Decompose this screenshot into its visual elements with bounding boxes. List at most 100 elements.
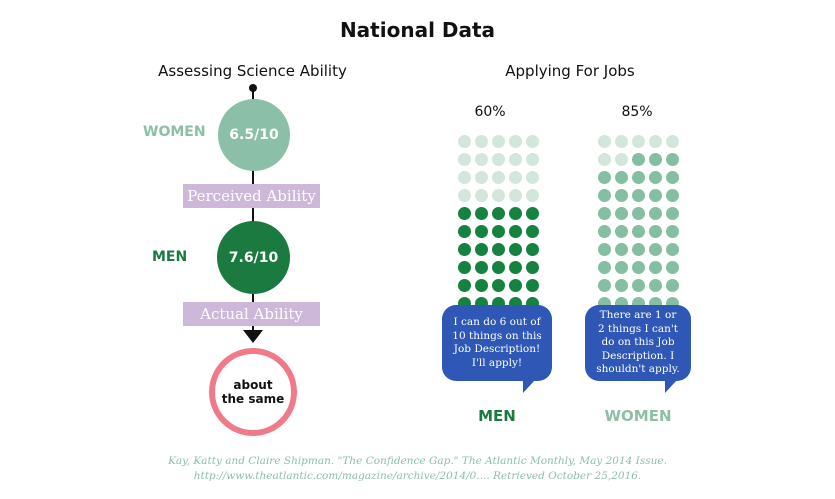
men-dot (526, 171, 539, 184)
men-label: MEN (152, 249, 188, 265)
men-dot (492, 135, 505, 148)
women-dot (666, 243, 679, 256)
men-dot (509, 135, 522, 148)
women-speech-bubble: There are 1 or 2 things I can't do on th… (585, 305, 691, 381)
men-dot (458, 135, 471, 148)
women-dot (598, 153, 611, 166)
men-dot (475, 261, 488, 274)
men-dot (526, 207, 539, 220)
men-dot (458, 171, 471, 184)
women-dot (666, 153, 679, 166)
women-label: WOMEN (143, 124, 206, 140)
men-dot (492, 261, 505, 274)
women-dot (666, 135, 679, 148)
women-dot (632, 225, 645, 238)
men-dot (492, 207, 505, 220)
men-dot-grid (458, 135, 539, 310)
women-dot (615, 279, 628, 292)
women-dot (598, 135, 611, 148)
women-dot (666, 225, 679, 238)
arrow-down-icon (243, 330, 263, 343)
women-dot (632, 261, 645, 274)
men-dot (492, 243, 505, 256)
women-dot (632, 153, 645, 166)
science-heading: Assessing Science Ability (158, 62, 347, 80)
men-dot (492, 225, 505, 238)
men-dot (509, 279, 522, 292)
women-dot (666, 207, 679, 220)
men-dot (526, 243, 539, 256)
women-percent: 85% (621, 104, 653, 120)
jobs-heading: Applying For Jobs (505, 62, 635, 80)
men-dot (526, 225, 539, 238)
women-dot (649, 135, 662, 148)
women-dot (649, 171, 662, 184)
citation-line-2: http://www.theatlantic.com/magazine/arch… (193, 470, 642, 482)
women-bubble-tail (665, 380, 677, 393)
women-dot (666, 171, 679, 184)
women-dot (649, 153, 662, 166)
women-dot (632, 243, 645, 256)
men-dot (458, 243, 471, 256)
men-dot (458, 279, 471, 292)
citation-line-1: Kay, Katty and Claire Shipman. "The Conf… (168, 455, 667, 467)
men-percent: 60% (474, 104, 506, 120)
men-dot (526, 189, 539, 202)
women-dot (615, 225, 628, 238)
women-dot (649, 243, 662, 256)
women-group-label: WOMEN (604, 407, 672, 425)
women-dot-grid (598, 135, 679, 310)
men-dot (458, 153, 471, 166)
women-dot (632, 279, 645, 292)
men-dot (475, 243, 488, 256)
men-bubble-tail (523, 380, 535, 393)
women-dot (666, 261, 679, 274)
men-dot (475, 189, 488, 202)
men-dot (475, 279, 488, 292)
men-dot (492, 153, 505, 166)
women-dot (649, 225, 662, 238)
result-line-1: about (233, 378, 273, 392)
men-group-label: MEN (478, 407, 516, 425)
women-dot (666, 189, 679, 202)
women-dot (632, 207, 645, 220)
men-dot (509, 153, 522, 166)
women-dot (649, 189, 662, 202)
men-dot (475, 207, 488, 220)
women-dot (598, 279, 611, 292)
women-dot (598, 225, 611, 238)
men-dot (492, 171, 505, 184)
perceived-ability-bar: Perceived Ability (183, 184, 320, 208)
men-dot (458, 207, 471, 220)
women-dot (666, 279, 679, 292)
women-dot (615, 189, 628, 202)
men-score-circle: 7.6/10 (217, 221, 290, 294)
men-dot (492, 279, 505, 292)
men-dot (492, 189, 505, 202)
women-dot (632, 189, 645, 202)
men-dot (509, 261, 522, 274)
men-dot (526, 135, 539, 148)
women-dot (615, 153, 628, 166)
actual-ability-bar: Actual Ability (183, 302, 320, 326)
women-dot (598, 261, 611, 274)
women-dot (632, 135, 645, 148)
women-dot (615, 261, 628, 274)
men-dot (526, 261, 539, 274)
flow-line (252, 88, 254, 330)
men-dot (458, 189, 471, 202)
men-dot (475, 171, 488, 184)
women-dot (598, 207, 611, 220)
men-dot (526, 279, 539, 292)
page-title: National Data (339, 18, 496, 42)
women-score-circle: 6.5/10 (218, 99, 290, 171)
women-dot (615, 243, 628, 256)
women-dot (598, 189, 611, 202)
men-dot (458, 225, 471, 238)
women-score: 6.5/10 (229, 127, 279, 143)
men-dot (475, 225, 488, 238)
women-dot (649, 207, 662, 220)
men-speech-bubble: I can do 6 out of 10 things on this Job … (442, 305, 552, 381)
women-dot (649, 261, 662, 274)
men-dot (509, 225, 522, 238)
